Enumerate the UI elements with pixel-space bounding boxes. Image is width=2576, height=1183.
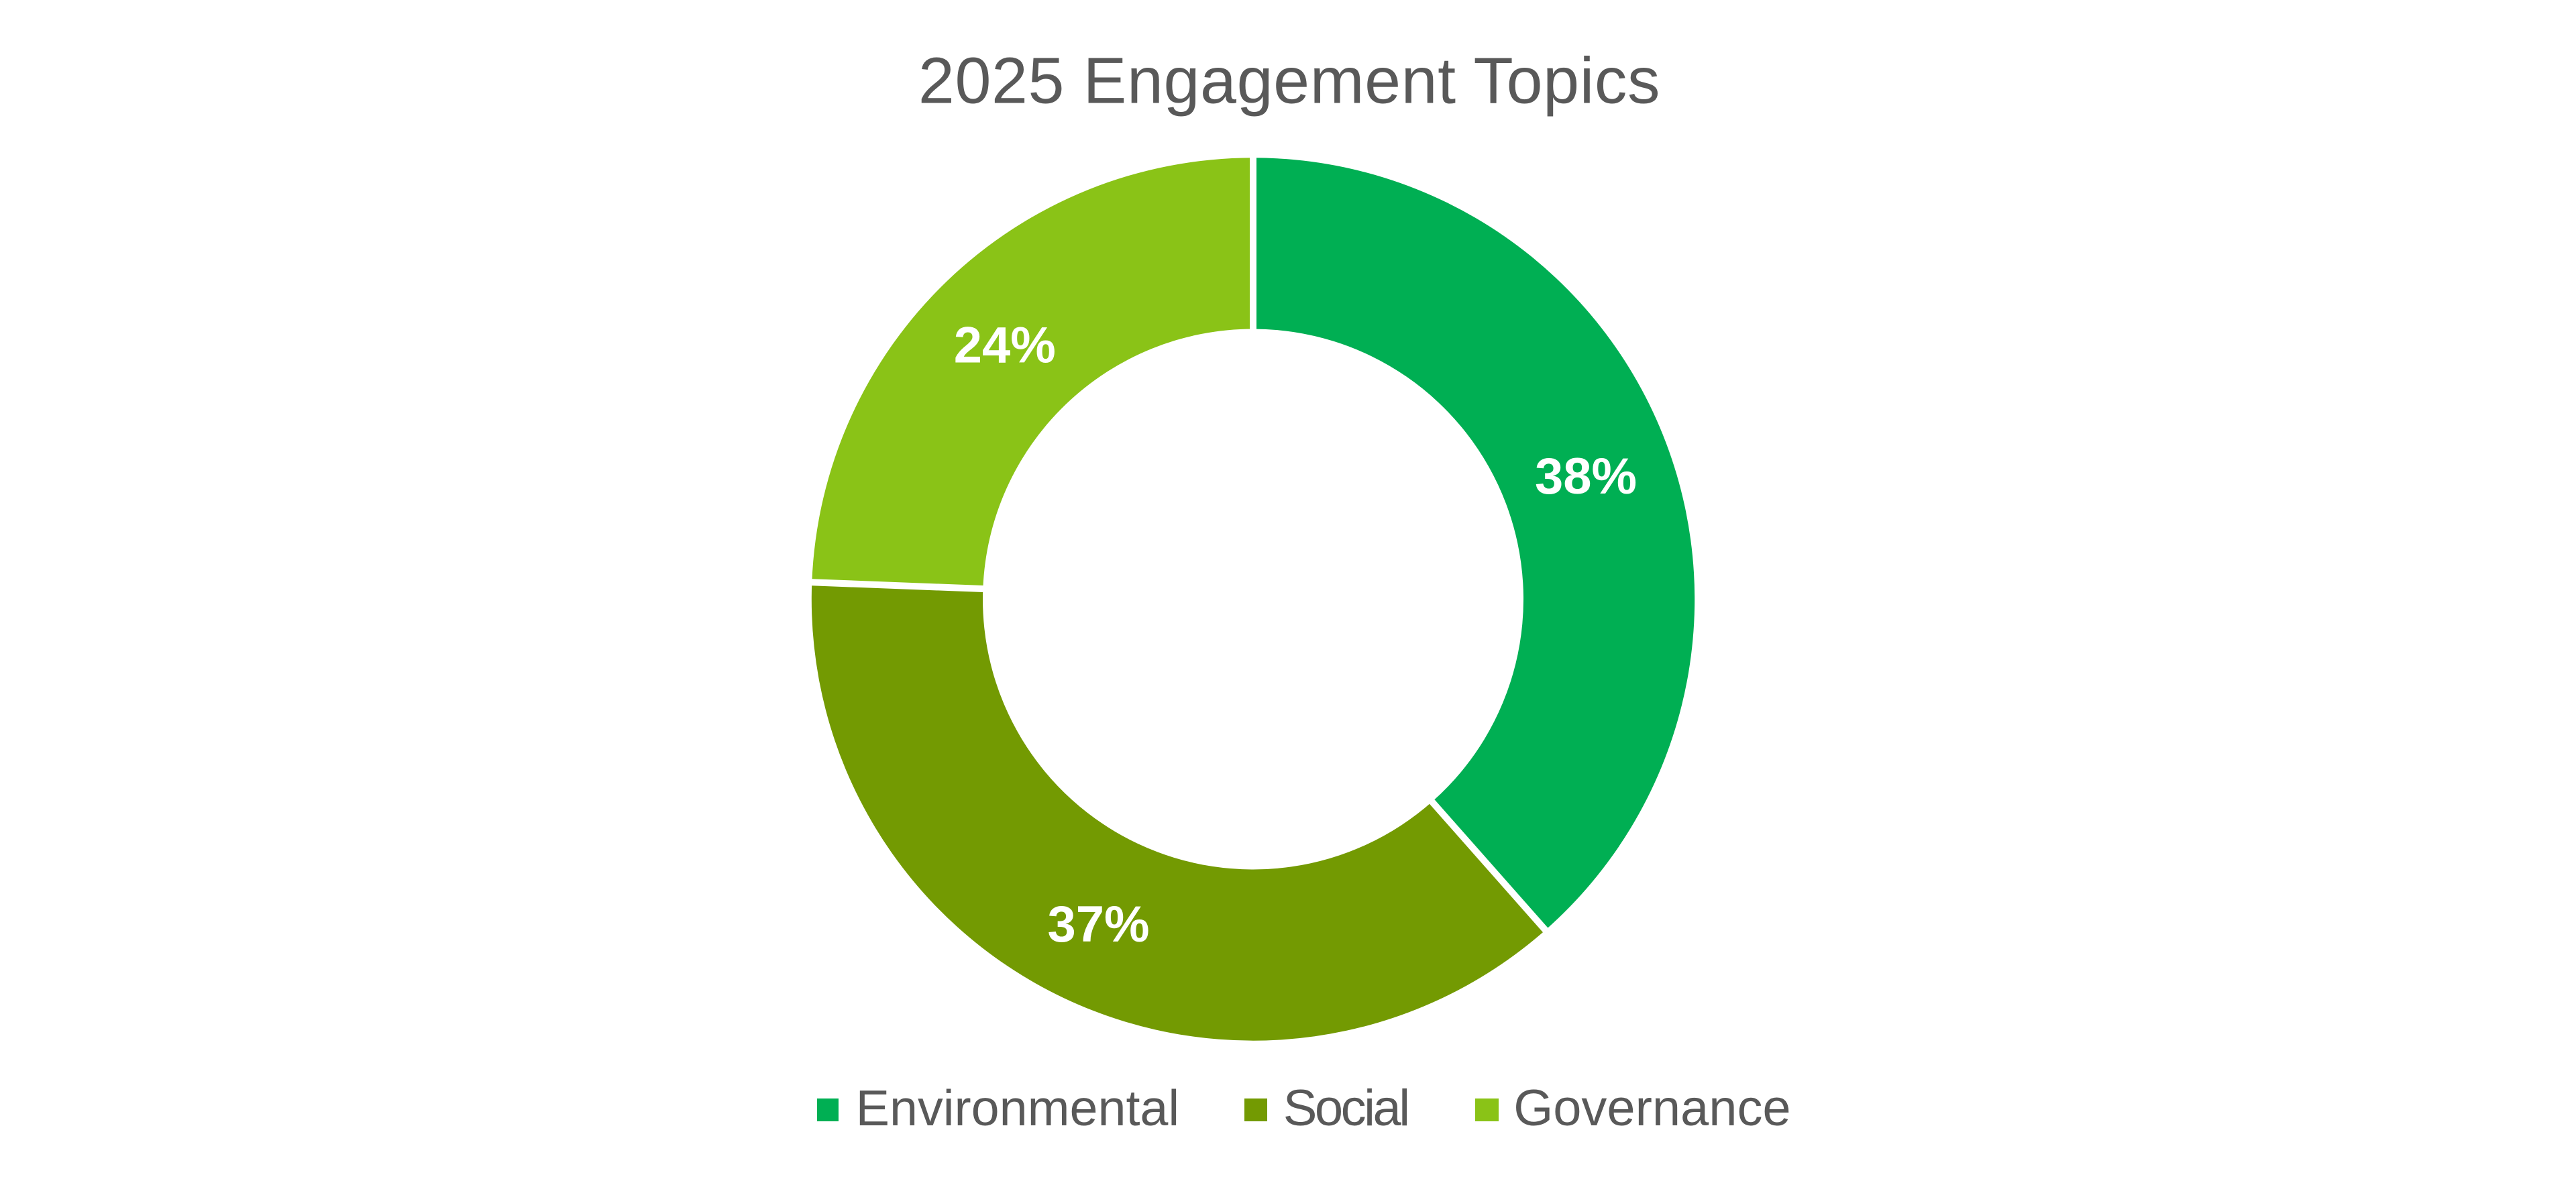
svg-text:38%: 38% — [1535, 448, 1637, 505]
svg-text:Environmental: Environmental — [856, 1080, 1180, 1136]
svg-text:24%: 24% — [954, 317, 1056, 374]
svg-text:2025 Engagement Topics: 2025 Engagement Topics — [918, 44, 1660, 117]
svg-text:Governance: Governance — [1513, 1080, 1790, 1137]
svg-text:37%: 37% — [1047, 896, 1149, 953]
svg-text:Social: Social — [1283, 1080, 1408, 1137]
